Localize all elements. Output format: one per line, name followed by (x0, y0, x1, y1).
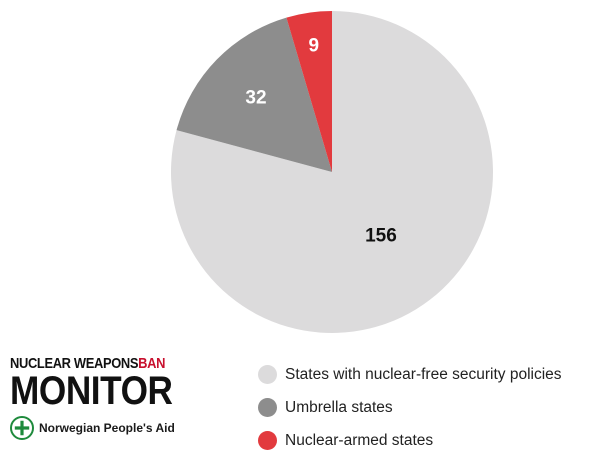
legend-swatch-nuclear-free (258, 365, 277, 384)
pie-slice-1 (176, 17, 332, 172)
legend-item-umbrella: Umbrella states (258, 391, 598, 424)
pie-slice-label-1: 32 (245, 87, 266, 108)
brand-title-line2: MONITOR (10, 369, 173, 413)
legend-swatch-umbrella (258, 398, 277, 417)
legend-item-nuclear-free: States with nuclear-free security polici… (258, 358, 598, 391)
pie-slice-label-2: 9 (309, 36, 320, 57)
legend-item-nuclear-armed: Nuclear-armed states (258, 424, 598, 457)
brand-title-line1: NUCLEAR WEAPONSBAN (10, 355, 165, 372)
legend-label-nuclear-armed: Nuclear-armed states (285, 431, 434, 449)
npa-cross-logo-icon (10, 416, 34, 440)
chart-legend: States with nuclear-free security polici… (258, 358, 598, 457)
brand-logo: NUCLEAR WEAPONSBAN MONITOR Norwegian Peo… (10, 355, 180, 440)
pie-slice-2 (286, 11, 332, 172)
brand-org: Norwegian People's Aid (10, 416, 180, 440)
brand-title-main: NUCLEAR WEAPONS (10, 355, 139, 372)
pie-slice-label-0: 156 (365, 225, 397, 246)
org-name: Norwegian People's Aid (39, 421, 175, 435)
brand-title-accent: BAN (138, 355, 166, 372)
legend-label-nuclear-free: States with nuclear-free security polici… (285, 365, 562, 383)
legend-swatch-nuclear-armed (258, 431, 277, 450)
legend-label-umbrella: Umbrella states (285, 398, 393, 416)
